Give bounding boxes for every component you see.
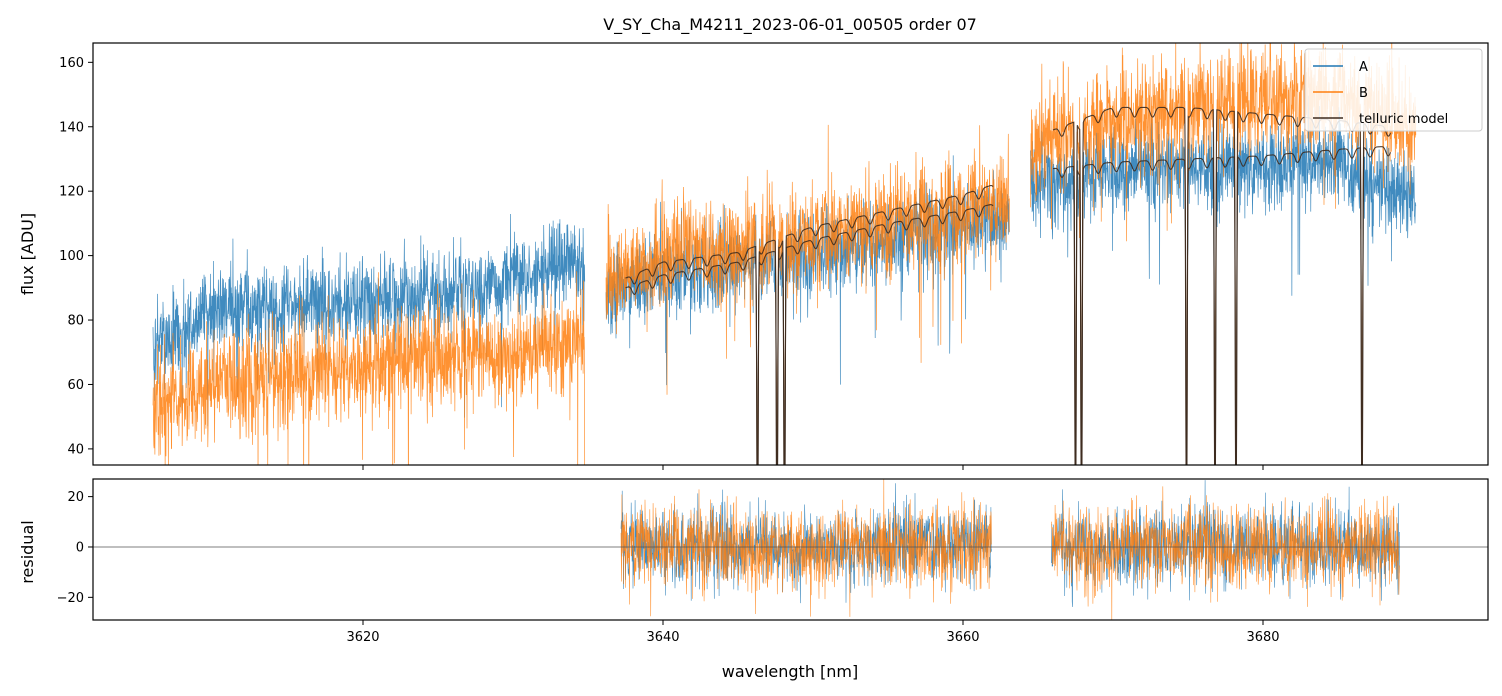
residual-y-ticks: −20 0 20 <box>57 490 93 606</box>
legend-label-b: B <box>1359 86 1368 101</box>
flux-plot-area <box>152 43 1417 465</box>
residual-y-tick-label: −20 <box>57 591 84 606</box>
legend-label-telluric: telluric model <box>1359 112 1448 127</box>
legend: A B telluric model <box>1304 48 1483 132</box>
telluric-model-line-4 <box>1052 146 1392 465</box>
flux-y-tick-label: 40 <box>67 442 84 457</box>
telluric-model-line-2 <box>625 204 994 465</box>
residual-x-tick-label: 3680 <box>1246 630 1279 645</box>
flux-y-tick-label: 140 <box>59 120 84 135</box>
flux-y-tick-label: 160 <box>59 56 84 71</box>
legend-label-a: A <box>1359 60 1368 75</box>
x-axis-label: wavelength [nm] <box>722 662 859 681</box>
flux-panel: 40 60 80 100 120 140 160 flux [ADU] A B tellur… <box>18 42 1489 470</box>
residual-y-tick-label: 0 <box>76 540 84 555</box>
flux-y-ticks: 40 60 80 100 120 140 160 <box>59 56 93 457</box>
flux-y-tick-label: 100 <box>59 249 84 264</box>
residual-plot-area <box>93 479 1488 620</box>
flux-x-ticks <box>362 465 1264 470</box>
residual-x-tick-label: 3620 <box>346 630 379 645</box>
residual-axes-frame <box>92 478 1489 621</box>
chart-title: V_SY_Cha_M4211_2023-06-01_00505 order 07 <box>603 15 977 35</box>
flux-y-tick-label: 80 <box>67 314 84 329</box>
residual-y-axis-label: residual <box>18 520 37 583</box>
residual-x-tick-label: 3640 <box>646 630 679 645</box>
residual-x-ticks: 3620 3640 3660 3680 <box>346 620 1280 645</box>
flux-y-axis-label: flux [ADU] <box>18 213 37 295</box>
telluric-model-line-1 <box>625 184 994 465</box>
flux-axes-frame <box>92 42 1489 466</box>
residual-panel: −20 0 20 3620 3640 3660 3680 residual wavelen… <box>18 478 1489 681</box>
legend-box <box>1304 48 1483 132</box>
residual-b-line <box>620 479 1400 620</box>
flux-y-tick-label: 60 <box>67 378 84 393</box>
residual-y-tick-label: 20 <box>67 490 84 505</box>
residual-x-tick-label: 3660 <box>946 630 979 645</box>
flux-y-tick-label: 120 <box>59 185 84 200</box>
